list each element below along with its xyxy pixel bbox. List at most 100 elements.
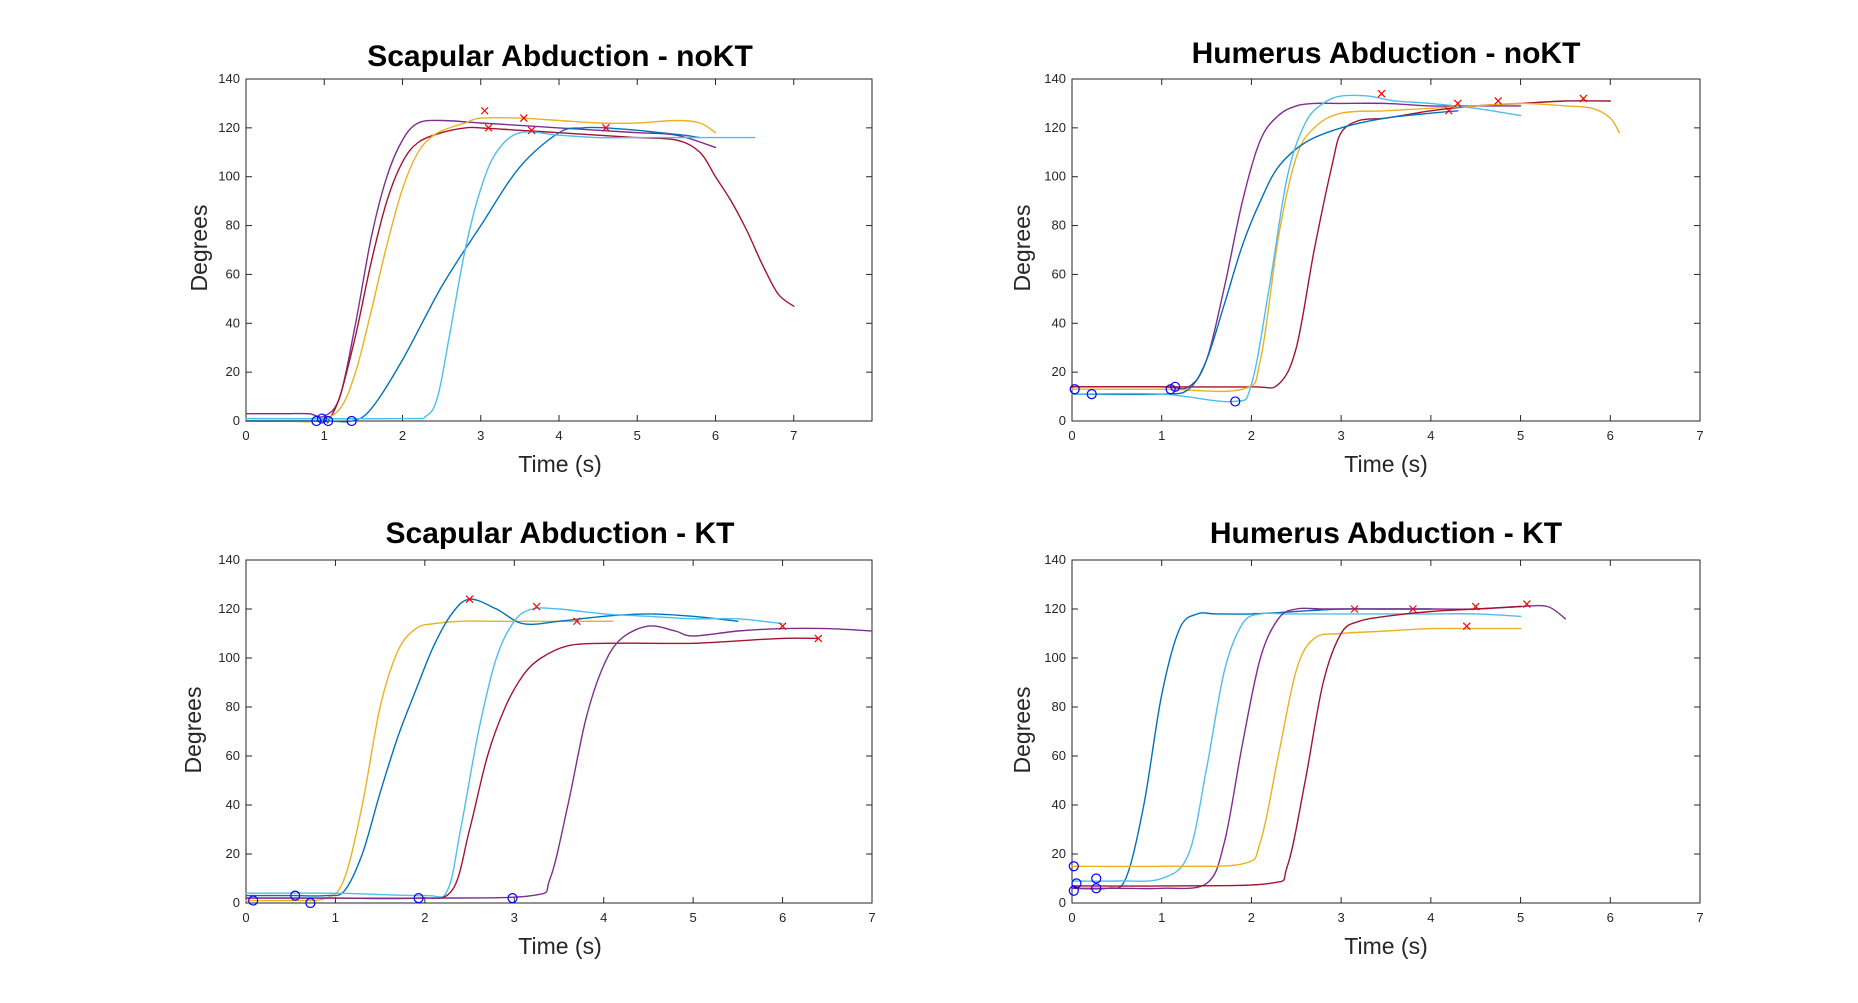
series-line bbox=[245, 598, 739, 897]
y-tick-label: 140 bbox=[218, 552, 240, 567]
x-tick-label: 0 bbox=[1068, 428, 1075, 443]
onset-marker bbox=[1165, 384, 1176, 395]
series-line bbox=[1071, 102, 1522, 390]
peak-marker bbox=[1522, 600, 1531, 609]
y-tick-label: 140 bbox=[218, 71, 240, 86]
plot-area bbox=[245, 78, 873, 422]
subplot-scapular-abduction-nokt: Scapular Abduction - noKT Time (s) Degre… bbox=[186, 40, 873, 477]
peak-marker bbox=[465, 595, 474, 604]
peak-marker bbox=[484, 123, 493, 132]
x-tick-label: 1 bbox=[1158, 910, 1165, 925]
series-line bbox=[245, 625, 873, 899]
series-line bbox=[245, 131, 756, 420]
y-tick-label: 20 bbox=[1052, 846, 1066, 861]
y-tick-label: 80 bbox=[1052, 218, 1066, 233]
x-tick-label: 3 bbox=[477, 428, 484, 443]
chart-title: Scapular Abduction - noKT bbox=[367, 40, 753, 73]
y-tick-label: 100 bbox=[218, 650, 240, 665]
plot-area bbox=[1071, 559, 1701, 904]
peak-marker bbox=[1579, 94, 1588, 103]
y-tick-label: 60 bbox=[1052, 266, 1066, 281]
y-axis-label: Degrees bbox=[186, 205, 212, 292]
x-tick-label: 2 bbox=[1248, 428, 1255, 443]
y-tick-label: 0 bbox=[1059, 895, 1066, 910]
onset-marker bbox=[1086, 389, 1097, 400]
y-tick-label: 0 bbox=[1059, 413, 1066, 428]
y-tick-label: 120 bbox=[218, 120, 240, 135]
y-tick-label: 140 bbox=[1044, 71, 1066, 86]
x-tick-label: 4 bbox=[1427, 428, 1434, 443]
series-line bbox=[1071, 102, 1620, 393]
x-tick-label: 6 bbox=[1607, 428, 1614, 443]
y-tick-label: 80 bbox=[226, 218, 240, 233]
x-tick-label: 3 bbox=[1338, 428, 1345, 443]
x-tick-label: 7 bbox=[1696, 910, 1703, 925]
peak-marker bbox=[480, 106, 489, 115]
series-line bbox=[245, 126, 701, 423]
x-axis-label: Time (s) bbox=[1344, 451, 1427, 477]
peak-marker bbox=[814, 634, 823, 643]
onset-marker bbox=[1230, 396, 1241, 407]
onset-marker bbox=[323, 415, 334, 427]
y-tick-label: 20 bbox=[226, 364, 240, 379]
x-tick-label: 7 bbox=[790, 428, 797, 443]
plot-area bbox=[1071, 78, 1701, 422]
x-tick-label: 5 bbox=[1517, 910, 1524, 925]
chart-title: Humerus Abduction - noKT bbox=[1192, 37, 1581, 70]
y-tick-label: 40 bbox=[1052, 797, 1066, 812]
y-tick-label: 80 bbox=[1052, 699, 1066, 714]
x-tick-label: 6 bbox=[1607, 910, 1614, 925]
peak-marker bbox=[1408, 605, 1417, 613]
x-axis-label: Time (s) bbox=[518, 451, 601, 477]
y-tick-label: 120 bbox=[1044, 120, 1066, 135]
onset-marker bbox=[305, 897, 316, 909]
x-axis-label: Time (s) bbox=[1344, 933, 1427, 959]
x-tick-label: 3 bbox=[1338, 910, 1345, 925]
x-tick-label: 1 bbox=[332, 910, 339, 925]
y-tick-label: 60 bbox=[226, 266, 240, 281]
onset-marker bbox=[311, 415, 322, 427]
series-line bbox=[245, 126, 795, 424]
x-tick-label: 2 bbox=[421, 910, 428, 925]
series-line bbox=[245, 620, 614, 902]
y-tick-label: 120 bbox=[218, 601, 240, 616]
onset-marker bbox=[1091, 873, 1102, 884]
y-axis-label: Degrees bbox=[1009, 205, 1035, 292]
x-tick-label: 0 bbox=[242, 428, 249, 443]
y-axis-label: Degrees bbox=[180, 687, 206, 774]
onset-marker bbox=[248, 895, 259, 906]
onset-marker bbox=[413, 892, 424, 904]
subplot-humerus-abduction-nokt: Humerus Abduction - noKT Time (s) Degree… bbox=[1009, 37, 1704, 477]
peak-marker bbox=[1471, 602, 1480, 611]
y-tick-label: 0 bbox=[233, 895, 240, 910]
x-tick-label: 0 bbox=[1068, 910, 1075, 925]
x-tick-label: 2 bbox=[399, 428, 406, 443]
onset-marker bbox=[1069, 384, 1080, 395]
series-line bbox=[245, 116, 717, 423]
y-tick-label: 100 bbox=[218, 169, 240, 184]
onset-marker bbox=[290, 890, 301, 901]
x-tick-label: 6 bbox=[712, 428, 719, 443]
plot-area bbox=[245, 559, 873, 904]
x-tick-label: 5 bbox=[1517, 428, 1524, 443]
series-line bbox=[1071, 608, 1432, 890]
peak-marker bbox=[1494, 97, 1503, 105]
series-line bbox=[1071, 612, 1522, 882]
y-tick-label: 60 bbox=[1052, 748, 1066, 763]
chart-title: Humerus Abduction - KT bbox=[1210, 517, 1562, 550]
y-tick-label: 40 bbox=[1052, 315, 1066, 330]
onset-marker bbox=[316, 413, 328, 424]
peak-marker bbox=[1462, 622, 1471, 631]
x-axis-label: Time (s) bbox=[518, 933, 601, 959]
peak-marker bbox=[1350, 605, 1359, 613]
y-tick-label: 20 bbox=[226, 846, 240, 861]
series-line bbox=[245, 607, 784, 898]
y-tick-label: 80 bbox=[226, 699, 240, 714]
x-tick-label: 2 bbox=[1248, 910, 1255, 925]
onset-marker bbox=[1071, 878, 1082, 889]
peak-marker bbox=[1444, 106, 1453, 115]
peak-marker bbox=[1377, 89, 1386, 98]
series-line bbox=[245, 119, 717, 418]
y-tick-label: 100 bbox=[1044, 169, 1066, 184]
